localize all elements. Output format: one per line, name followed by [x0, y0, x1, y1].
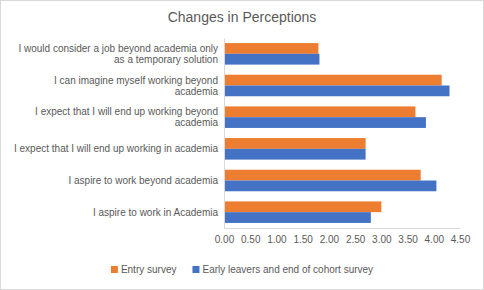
bar [224, 54, 319, 65]
y-tick-label-line: as a temporary solution [114, 54, 218, 65]
y-tick-label-line: I expect that I will end up working beyo… [35, 106, 218, 117]
y-axis-line [224, 39, 225, 229]
bar [224, 201, 381, 212]
y-tick-label-line: I aspire to work in Academia [93, 207, 218, 218]
y-tick-label: I expect that I will end up working beyo… [35, 106, 218, 128]
y-tick: I can imagine myself working beyondacade… [54, 75, 224, 97]
y-tick-label-line: I expect that I will end up working in a… [14, 143, 218, 154]
x-tick: 4.00 [425, 228, 445, 245]
legend: Entry survey Early leavers and end of coh… [111, 264, 373, 275]
x-tick-label: 0.50 [241, 234, 261, 245]
y-tick-label-line: academia [175, 117, 219, 128]
y-tick-label: I would consider a job beyond academia o… [18, 43, 218, 65]
x-tick: 2.50 [346, 228, 366, 245]
bar [224, 170, 421, 181]
x-tick-label: 4.50 [451, 234, 471, 245]
y-tick-label-line: I aspire to work beyond academia [68, 175, 218, 186]
x-tick: 3.00 [372, 228, 392, 245]
bar [224, 138, 366, 149]
bar [224, 149, 366, 160]
x-tick: 4.50 [451, 228, 471, 245]
x-axis-line [225, 228, 461, 229]
chart: Changes in Perceptions 0.00 0.50 1.00 1.50 2.… [0, 0, 484, 290]
y-tick-label: I aspire to work beyond academia [68, 175, 218, 186]
x-tick: 1.00 [267, 228, 287, 245]
x-tick: 2.00 [320, 228, 340, 245]
x-tick-label: 3.50 [398, 234, 418, 245]
legend-item: Early leavers and end of cohort survey [192, 264, 373, 275]
title: Changes in Perceptions [168, 9, 317, 25]
x-tick-label: 2.00 [320, 234, 340, 245]
bar [224, 212, 371, 223]
y-tick: I aspire to work beyond academia [68, 175, 224, 186]
x-tick-label: 2.50 [346, 234, 366, 245]
bar [224, 75, 442, 86]
bar [224, 117, 426, 128]
x-tick: 0.00 [215, 228, 235, 245]
y-tick-label: I can imagine myself working beyondacade… [54, 75, 218, 97]
y-tick: I expect that I will end up working beyo… [35, 106, 224, 128]
y-tick-label-line: I would consider a job beyond academia o… [18, 43, 218, 54]
x-tick-label: 1.50 [293, 234, 313, 245]
x-tick: 3.50 [398, 228, 418, 245]
x-tick: 1.50 [293, 228, 313, 245]
y-tick: I aspire to work in Academia [93, 207, 224, 218]
y-tick-label-line: I can imagine myself working beyond [54, 75, 218, 86]
x-tick-label: 0.00 [215, 234, 235, 245]
y-tick: I expect that I will end up working in a… [14, 143, 224, 154]
legend-swatch [192, 266, 199, 273]
y-axis: I would consider a job beyond academia o… [14, 39, 225, 229]
y-tick-label-line: academia [175, 86, 219, 97]
bars [224, 43, 450, 223]
y-tick-label: I aspire to work in Academia [93, 207, 218, 218]
legend-label: Entry survey [121, 264, 177, 275]
chart-frame [1, 1, 484, 290]
x-tick-label: 1.00 [267, 234, 287, 245]
bar [224, 106, 415, 117]
x-tick-label: 3.00 [372, 234, 392, 245]
legend-item: Entry survey [111, 264, 177, 275]
x-tick: 0.50 [241, 228, 261, 245]
y-tick: I would consider a job beyond academia o… [18, 43, 224, 65]
x-tick-label: 4.00 [425, 234, 445, 245]
x-axis: 0.00 0.50 1.00 1.50 2.00 2.50 3.00 3.50 4.00 4.50 [215, 228, 471, 245]
bar [224, 43, 318, 54]
legend-label: Early leavers and end of cohort survey [202, 264, 373, 275]
y-tick-label: I expect that I will end up working in a… [14, 143, 218, 154]
legend-swatch [111, 266, 118, 273]
bar [224, 181, 436, 192]
bar [224, 86, 450, 97]
